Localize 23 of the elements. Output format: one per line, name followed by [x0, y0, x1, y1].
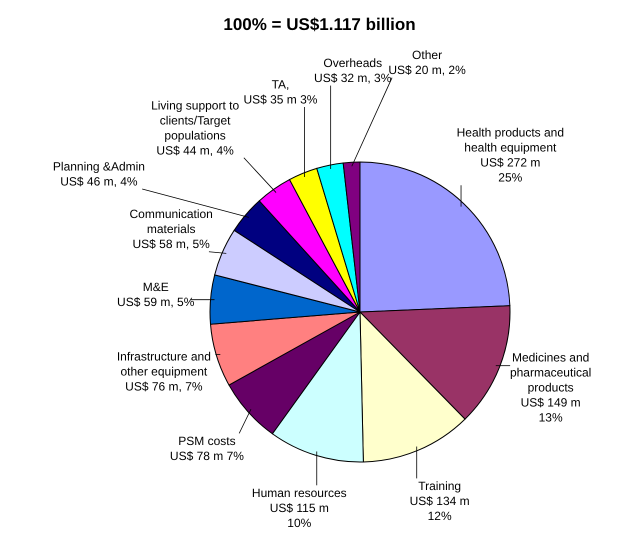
slice-label: Planning &Admin: [52, 159, 145, 174]
data-label: US$ 272 m 25%: [480, 156, 540, 185]
slice-label: Other: [412, 48, 442, 62]
slice-label: Training: [418, 478, 462, 493]
slice-label: M&E: [142, 280, 169, 294]
slice-label: PSM costs: [178, 434, 236, 448]
data-label: US$ 76 m, 7%: [125, 380, 203, 394]
data-label: US$ 46 m, 4%: [60, 174, 138, 188]
data-label: US$ 59 m, 5%: [117, 295, 195, 310]
data-label: US$ 149 m 13%: [520, 395, 581, 424]
slice-label: Communication materials: [129, 207, 213, 236]
data-label: US$ 44 m, 4%: [156, 143, 234, 158]
data-label: US$ 78 m 7%: [170, 448, 244, 463]
slice-label: Living support to clients/Target populations: [151, 98, 240, 142]
slice-label: Health products and health equipment: [456, 126, 564, 155]
data-label: US$ 134 m 12%: [410, 494, 470, 523]
slice-label: Overheads: [323, 56, 382, 70]
data-label: US$ 115 m 10%: [270, 500, 329, 530]
data-label: US$ 58 m, 5%: [132, 237, 210, 252]
chart-title: 100% = US$1.117 billion: [223, 15, 416, 34]
slice-label: Infrastructure and other equipment: [116, 350, 211, 379]
slice-label: Medicines and pharmaceutical products: [510, 350, 592, 394]
slice-label: Human resources: [252, 486, 347, 500]
